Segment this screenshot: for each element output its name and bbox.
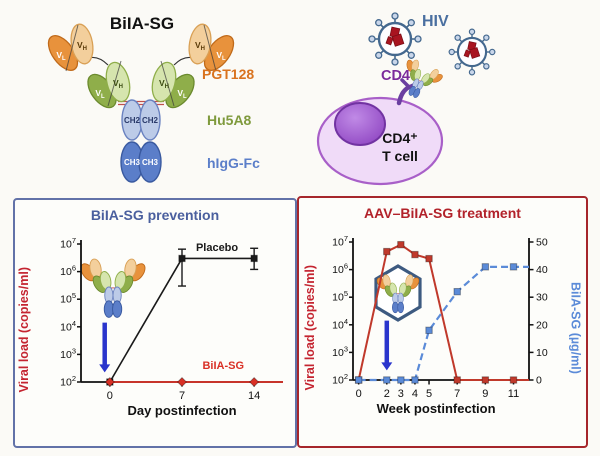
svg-text:106: 106: [332, 262, 348, 277]
svg-text:107: 107: [332, 234, 348, 249]
treatment-chart-title: AAV–BiIA-SG treatment: [364, 205, 521, 221]
svg-text:9: 9: [482, 388, 488, 400]
biia-sg-icon: [77, 257, 149, 318]
svg-text:0: 0: [355, 388, 361, 400]
hiv-virion-icon: [448, 28, 496, 76]
pgt128-arm-right: [188, 23, 235, 72]
vh-label: VH: [195, 40, 205, 52]
vl-label: VL: [56, 50, 66, 62]
t-cell-label-line1: CD4⁺: [382, 130, 417, 146]
chart-plot: 102 103 104 105 106 107 0 7 14 Day postinfection P…: [60, 236, 283, 418]
hiv-label: HIV: [422, 13, 449, 30]
svg-text:50: 50: [536, 237, 548, 249]
svg-text:10: 10: [536, 347, 548, 359]
svg-text:Day postinfection: Day postinfection: [127, 403, 236, 418]
vh-label: VH: [77, 40, 87, 52]
svg-text:14: 14: [248, 390, 260, 402]
series-placebo: Placebo: [106, 242, 259, 386]
treatment-y2-axis-label: BiIA-SG (µg/ml): [568, 282, 583, 374]
pgt128-label: PGT128: [202, 66, 254, 82]
svg-text:40: 40: [536, 264, 548, 276]
series-viral-load: [354, 240, 529, 384]
hu5a8-arm-left: [87, 60, 131, 109]
svg-text:2: 2: [383, 388, 389, 400]
cd4-label: CD4: [381, 68, 410, 84]
prevention-y-axis-label: Viral load (copies/ml): [17, 267, 31, 393]
svg-text:105: 105: [60, 291, 76, 306]
svg-text:Week postinfection: Week postinfection: [376, 401, 495, 416]
t-cell-nucleus: [334, 102, 386, 146]
svg-text:4: 4: [411, 388, 417, 400]
injection-arrow: [99, 322, 111, 373]
ch2-label: CH2: [124, 116, 141, 125]
treatment-panel: AAV–BiIA-SG treatment Viral load (copies…: [297, 196, 588, 448]
pgt128-arm-left: [47, 23, 94, 72]
vl-label: VL: [177, 88, 187, 100]
series-biia-sg: BiIA-SG: [104, 360, 283, 388]
svg-text:103: 103: [332, 344, 348, 359]
svg-text:Placebo: Placebo: [196, 242, 238, 254]
prevention-chart: 102 103 104 105 106 107 0 7 14 Day postinfection P…: [60, 236, 283, 418]
svg-text:11: 11: [507, 388, 518, 400]
vl-label: VL: [95, 88, 105, 100]
svg-text:5: 5: [425, 388, 431, 400]
treatment-y-axis-label: Viral load (copies/ml): [302, 265, 317, 391]
vh-label: VH: [159, 78, 169, 90]
treatment-chart: 102 103 104 105 106 107 0 2 3 4 5 7 9 11 Week postinfe…: [332, 234, 548, 416]
hiv-tcell-schematic: HIV CD4 CD4⁺ T cell: [316, 11, 496, 186]
hiv-virion-icon: [367, 11, 423, 67]
svg-text:102: 102: [332, 372, 348, 387]
svg-text:105: 105: [332, 289, 348, 304]
vh-label: VH: [113, 78, 123, 90]
svg-text:7: 7: [454, 388, 460, 400]
vl-label: VL: [216, 50, 226, 62]
svg-text:106: 106: [60, 264, 76, 279]
higg-fc-label: hIgG-Fc: [207, 155, 260, 171]
fc-domains: [120, 99, 162, 183]
svg-text:104: 104: [60, 319, 76, 334]
svg-text:0: 0: [107, 390, 113, 402]
svg-text:30: 30: [536, 292, 548, 304]
injection-arrow: [380, 320, 392, 371]
svg-text:102: 102: [60, 374, 76, 389]
svg-text:7: 7: [179, 390, 185, 402]
hu5a8-label: Hu5A8: [207, 112, 252, 128]
prevention-chart-title: BiIA-SG prevention: [90, 207, 220, 223]
prevention-panel: BiIA-SG prevention Viral load (copies/ml…: [13, 198, 297, 448]
ch3-label: CH3: [142, 158, 159, 167]
svg-text:0: 0: [536, 375, 542, 387]
series-biia-sg: [354, 263, 529, 384]
ch2-label: CH2: [142, 116, 159, 125]
svg-text:BiIA-SG: BiIA-SG: [202, 360, 244, 372]
t-cell-label-line2: T cell: [382, 148, 418, 164]
svg-text:104: 104: [332, 317, 348, 332]
biia-sg-title: BiIA-SG: [110, 14, 174, 33]
chart-plot: 102 103 104 105 106 107 0 2 3 4 5 7 9 11 Week postinfe…: [332, 234, 548, 416]
hu5a8-arm-right: [151, 60, 195, 109]
biia-sg-schematic: BiIA-SG VL VH VL VH VL VH VL VH CH2: [47, 14, 260, 183]
svg-text:107: 107: [60, 236, 76, 251]
ch3-label: CH3: [124, 158, 141, 167]
svg-text:3: 3: [397, 388, 403, 400]
svg-text:103: 103: [60, 346, 76, 361]
svg-text:20: 20: [536, 319, 548, 331]
